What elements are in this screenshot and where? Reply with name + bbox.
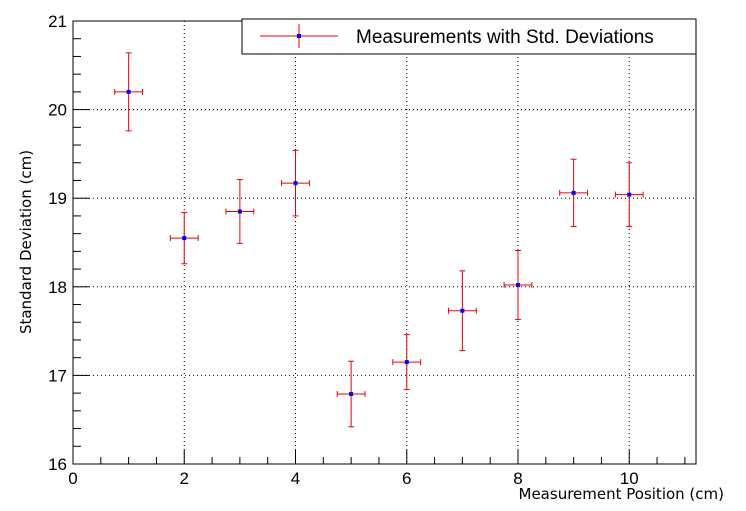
data-point — [447, 270, 477, 352]
point-marker — [627, 192, 632, 197]
y-tick-label: 17 — [48, 366, 67, 385]
y-tick-label: 16 — [48, 455, 67, 474]
point-marker — [404, 360, 409, 365]
x-tick-label: 2 — [180, 469, 189, 488]
legend-marker — [297, 34, 301, 38]
data-point — [559, 158, 589, 228]
legend-label: Measurements with Std. Deviations — [356, 27, 654, 48]
y-axis-title: Standard Deviation (cm) — [17, 150, 35, 334]
data-points — [114, 52, 644, 428]
x-tick-label: 10 — [620, 469, 639, 488]
data-point — [225, 179, 255, 244]
point-marker — [293, 181, 298, 186]
y-tick-label: 19 — [48, 189, 67, 208]
data-point — [169, 211, 199, 265]
x-tick-label: 6 — [402, 469, 411, 488]
point-marker — [349, 392, 354, 397]
point-marker — [126, 89, 131, 94]
y-tick-label: 21 — [48, 12, 67, 31]
point-marker — [237, 209, 242, 214]
data-point — [614, 162, 644, 228]
point-marker — [182, 236, 187, 241]
tick-labels: 0 2 4 6 8 10 16 17 18 19 20 21 — [48, 12, 639, 488]
plot-frame — [72, 20, 697, 465]
grid-lines — [73, 21, 696, 464]
data-point — [336, 360, 366, 428]
legend: Measurements with Std. Deviations — [241, 18, 697, 55]
x-tick-label: 4 — [291, 469, 300, 488]
point-marker — [460, 308, 465, 313]
data-point — [281, 149, 310, 217]
point-marker — [516, 283, 520, 288]
y-tick-label: 20 — [48, 101, 67, 120]
x-tick-label: 0 — [68, 469, 77, 488]
data-point — [392, 334, 422, 391]
data-point — [114, 52, 144, 132]
point-marker — [571, 190, 576, 195]
axis-ticks — [72, 20, 686, 465]
data-point — [503, 249, 533, 321]
x-axis-title: Measurement Position (cm) — [519, 485, 724, 503]
y-tick-label: 18 — [48, 278, 67, 297]
x-tick-label: 8 — [513, 469, 522, 488]
